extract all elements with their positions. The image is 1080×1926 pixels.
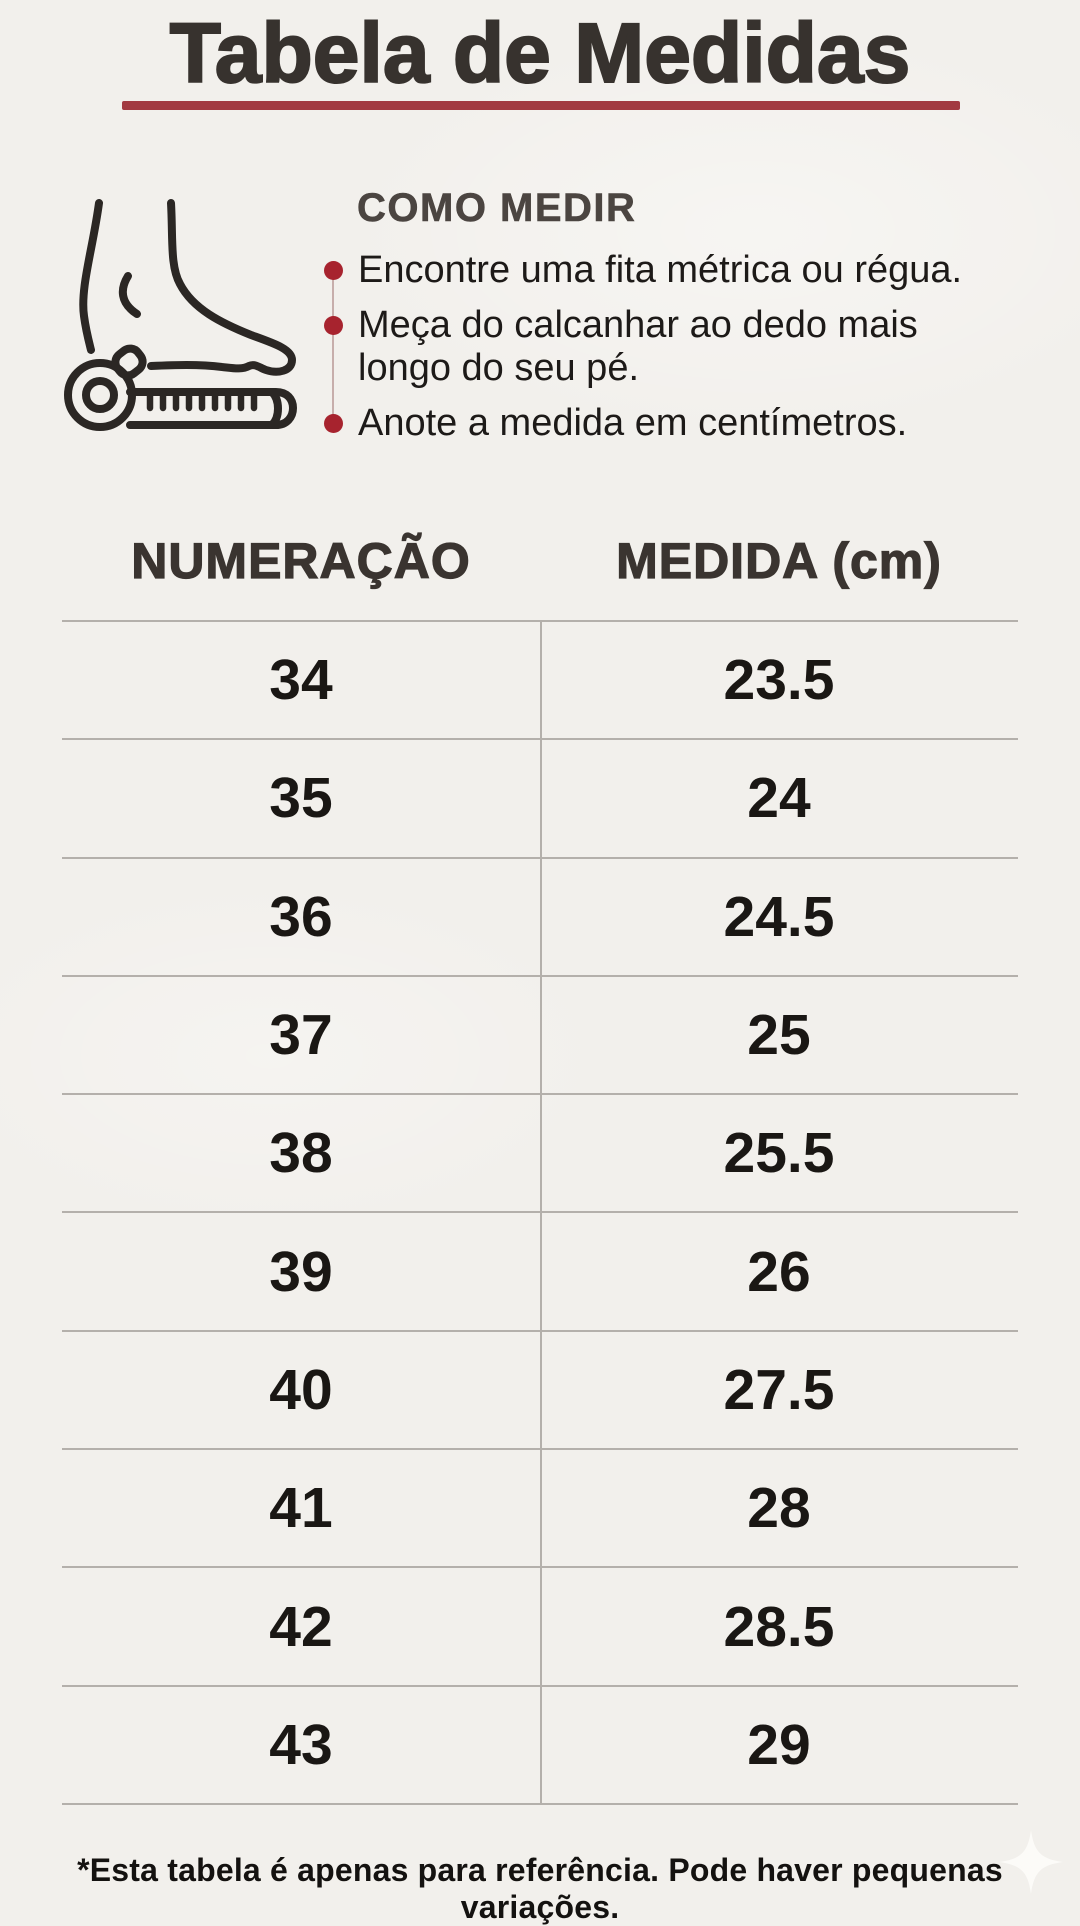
measure-cell: 24.5	[723, 884, 835, 949]
foot-on-measuring-tape-icon	[64, 199, 297, 431]
table-row: 42 28.5	[62, 1566, 1018, 1684]
measure-cell: 29	[747, 1712, 811, 1777]
tape-ruler-ticks	[146, 389, 258, 412]
foot-back-leg-line	[79, 199, 103, 354]
measure-cell: 25	[747, 1003, 811, 1068]
measure-cell: 28.5	[723, 1594, 835, 1659]
measure-step: Encontre uma fita métrica ou régua.	[324, 249, 1024, 292]
size-cell: 40	[269, 1357, 333, 1422]
table-row: 40 27.5	[62, 1329, 1018, 1448]
steps-connector-line	[332, 271, 334, 425]
page-title: Tabela de Medidas	[169, 5, 912, 101]
step-text: Encontre uma fita métrica ou régua.	[358, 249, 963, 291]
size-cell: 38	[269, 1121, 333, 1186]
size-cell: 43	[269, 1712, 333, 1777]
measure-cell: 28	[747, 1476, 811, 1541]
title-underline	[122, 101, 960, 110]
size-cell: 35	[269, 766, 333, 831]
tape-reel-outer	[64, 359, 136, 431]
measure-cell: 25.5	[723, 1121, 835, 1186]
tape-reel-inner	[82, 377, 118, 413]
column-header-numeracao: NUMERAÇÃO	[131, 532, 471, 589]
measure-cell: 27.5	[723, 1357, 835, 1422]
measure-cell: 26	[747, 1239, 811, 1304]
table-header-row: NUMERAÇÃO MEDIDA (cm)	[62, 528, 1018, 594]
size-table: 34 23.5 35 24 36 24.5 37 25 38 25.5 39 26 40 27.5 41 28…	[62, 620, 1018, 1805]
column-header-medida: MEDIDA (cm)	[615, 532, 942, 589]
step-text: Meça do calcanhar ao dedo mais longo do …	[358, 304, 918, 389]
how-to-heading: COMO MEDIR	[357, 186, 637, 231]
measure-cell: 24	[747, 766, 811, 831]
table-row: 35 24	[62, 738, 1018, 856]
tape-ruler-body	[126, 388, 297, 429]
bullet-dot	[324, 316, 343, 335]
size-cell: 34	[269, 648, 333, 713]
sparkle-icon	[999, 1830, 1063, 1894]
size-cell: 36	[269, 884, 333, 949]
how-to-steps-list: Encontre uma fita métrica ou régua. Meça …	[324, 249, 1024, 445]
measure-step: Anote a medida em centímetros.	[324, 402, 1024, 445]
foot-front-outline	[147, 199, 296, 376]
bullet-dot	[324, 414, 343, 433]
size-cell: 39	[269, 1239, 333, 1304]
measure-step: Meça do calcanhar ao dedo mais longo do …	[324, 304, 1024, 390]
bullet-dot	[324, 261, 343, 280]
table-row: 38 25.5	[62, 1093, 1018, 1211]
ankle-bone-curve	[118, 272, 141, 318]
table-row: 41 28	[62, 1448, 1018, 1566]
measure-cell: 23.5	[723, 648, 835, 713]
tape-ruler-end-cap	[268, 388, 282, 429]
table-column-divider	[540, 620, 542, 1803]
size-cell: 42	[269, 1594, 333, 1659]
footnote: *Esta tabela é apenas para referência. P…	[77, 1852, 1003, 1925]
step-text: Anote a medida em centímetros.	[358, 402, 908, 444]
size-cell: 37	[269, 1003, 333, 1068]
size-cell: 41	[269, 1476, 333, 1541]
tape-reel-nub	[111, 344, 147, 380]
table-row: 39 26	[62, 1211, 1018, 1329]
